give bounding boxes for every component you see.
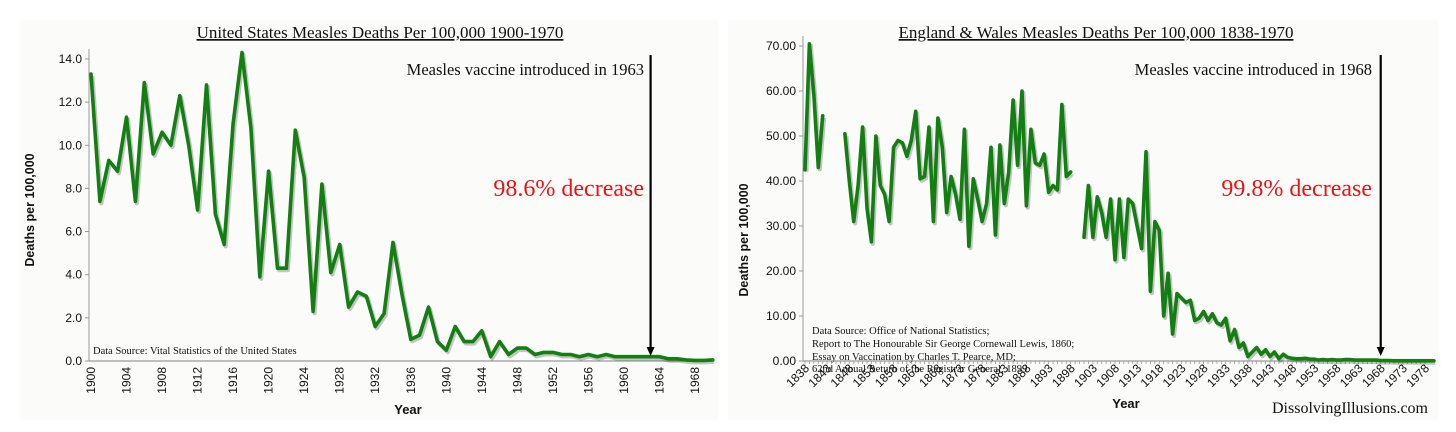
ew-y-axis: 0.00 10.00 20.00 30.00 40.00 50.00 60.00 70.00 [766, 36, 804, 368]
us-x-axis-label: Year [394, 402, 421, 417]
us-x-tick-label: 1956 [581, 367, 595, 394]
us-chart-panel: United States Measles Deaths Per 100,000… [20, 20, 718, 420]
ew-x-tick-label: 1958 [1315, 361, 1344, 390]
ew-credit: DissolvingIllusions.com [1272, 400, 1429, 417]
ew-x-tick-label: 1893 [1027, 361, 1056, 390]
ew-x-tick-label: 1973 [1381, 361, 1410, 390]
us-y-axis: 0.0 2.0 4.0 6.0 8.0 10.0 12.0 14.0 [59, 49, 90, 368]
us-decrease-annotation: 98.6% decrease [493, 176, 644, 202]
us-x-tick-label: 1920 [262, 367, 276, 394]
us-chart-title: United States Measles Deaths Per 100,000… [197, 23, 564, 42]
ew-y-tick-label: 10.00 [766, 309, 796, 323]
ew-chart: England & Wales Measles Deaths Per 100,0… [737, 23, 1436, 417]
us-x-tick-label: 1952 [546, 367, 560, 394]
ew-series-line [1082, 150, 1436, 363]
us-y-tick-label: 0.0 [65, 354, 82, 368]
ew-y-tick-label: 40.00 [766, 174, 796, 188]
ew-series-line [843, 89, 1073, 249]
us-y-tick-label: 2.0 [65, 311, 82, 325]
us-chart: United States Measles Deaths Per 100,000… [23, 23, 715, 417]
ew-chart-title: England & Wales Measles Deaths Per 100,0… [899, 23, 1294, 42]
ew-y-tick-label: 20.00 [766, 264, 796, 278]
us-vaccine-arrow [646, 55, 655, 356]
ew-x-tick-label: 1913 [1115, 361, 1144, 390]
us-y-tick-label: 14.0 [59, 52, 83, 66]
ew-y-axis-label: Deaths per 100,000 [737, 183, 751, 296]
ew-vaccine-arrow [1376, 55, 1385, 356]
ew-y-tick-label: 30.00 [766, 219, 796, 233]
us-y-tick-label: 4.0 [65, 268, 82, 282]
us-x-tick-label: 1936 [404, 367, 418, 394]
us-x-tick-label: 1904 [120, 367, 134, 394]
ew-x-tick-label: 1928 [1182, 361, 1211, 390]
us-x-tick-label: 1900 [84, 367, 98, 394]
us-data-source: Data Source: Vital Statistics of the Uni… [93, 346, 297, 357]
ew-y-tick-label: 0.00 [773, 354, 797, 368]
ew-decrease-annotation: 99.8% decrease [1221, 176, 1372, 202]
us-y-tick-label: 6.0 [65, 225, 82, 239]
us-x-tick-label: 1932 [368, 367, 382, 394]
us-x-tick-label: 1948 [510, 367, 524, 394]
us-y-tick-label: 12.0 [59, 95, 83, 109]
ew-data-source-line: Data Source: Office of National Statisti… [812, 326, 989, 337]
ew-data-source-line: Report to The Honourable Sir George Corn… [812, 339, 1074, 350]
us-y-tick-label: 8.0 [65, 181, 82, 195]
us-series [89, 50, 715, 365]
ew-x-tick-label: 1938 [1226, 361, 1255, 390]
ew-vaccine-annotation: Measles vaccine introduced in 1968 [1135, 60, 1372, 79]
ew-y-tick-label: 70.00 [766, 39, 796, 53]
ew-arrow-head [1376, 347, 1385, 356]
us-x-tick-label: 1916 [226, 367, 240, 394]
ew-x-tick-label: 1978 [1403, 361, 1432, 390]
us-vaccine-annotation: Measles vaccine introduced in 1963 [407, 60, 644, 79]
us-x-tick-label: 1960 [617, 367, 631, 394]
ew-y-tick-label: 60.00 [766, 84, 796, 98]
us-x-tick-label: 1944 [475, 367, 489, 394]
us-x-tick-label: 1912 [191, 367, 205, 394]
ew-x-tick-label: 1908 [1093, 361, 1122, 390]
us-x-tick-label: 1940 [439, 367, 453, 394]
ew-x-tick-label: 1963 [1337, 361, 1366, 390]
ew-x-tick-label: 1968 [1359, 361, 1388, 390]
ew-x-tick-label: 1943 [1248, 361, 1277, 390]
ew-data-source: Data Source: Office of National Statisti… [812, 326, 1074, 375]
ew-y-tick-label: 50.00 [766, 129, 796, 143]
us-series-line [89, 50, 715, 363]
ew-data-source-line: Essay on Vaccination by Charles T. Pearc… [812, 352, 1016, 363]
ew-series [803, 42, 1436, 365]
ew-x-tick-label: 1923 [1160, 361, 1189, 390]
us-arrow-head [646, 347, 655, 356]
us-x-tick-label: 1964 [652, 367, 666, 394]
ew-x-tick-label: 1948 [1270, 361, 1299, 390]
us-y-tick-label: 10.0 [59, 138, 83, 152]
ew-x-tick-label: 1953 [1293, 361, 1322, 390]
ew-x-tick-label: 1898 [1049, 361, 1078, 390]
ew-chart-panel: England & Wales Measles Deaths Per 100,0… [728, 20, 1438, 420]
us-x-tick-label: 1908 [155, 367, 169, 394]
ew-x-axis-label: Year [1112, 396, 1139, 411]
us-x-tick-label: 1928 [333, 367, 347, 394]
ew-x-tick-label: 1903 [1071, 361, 1100, 390]
us-x-tick-label: 1968 [688, 367, 702, 394]
us-series-shadow [90, 52, 715, 365]
ew-data-source-line: 62nd Annual Return of the Registrar Gene… [812, 364, 1027, 375]
us-x-tick-label: 1924 [297, 367, 311, 394]
ew-x-tick-label: 1933 [1204, 361, 1233, 390]
us-x-axis: 1900 1904 1908 1912 1916 1920 1924 1928 1932 1936… [84, 360, 706, 394]
ew-x-tick-label: 1918 [1138, 361, 1167, 390]
us-y-axis-label: Deaths per 100,000 [23, 153, 37, 266]
